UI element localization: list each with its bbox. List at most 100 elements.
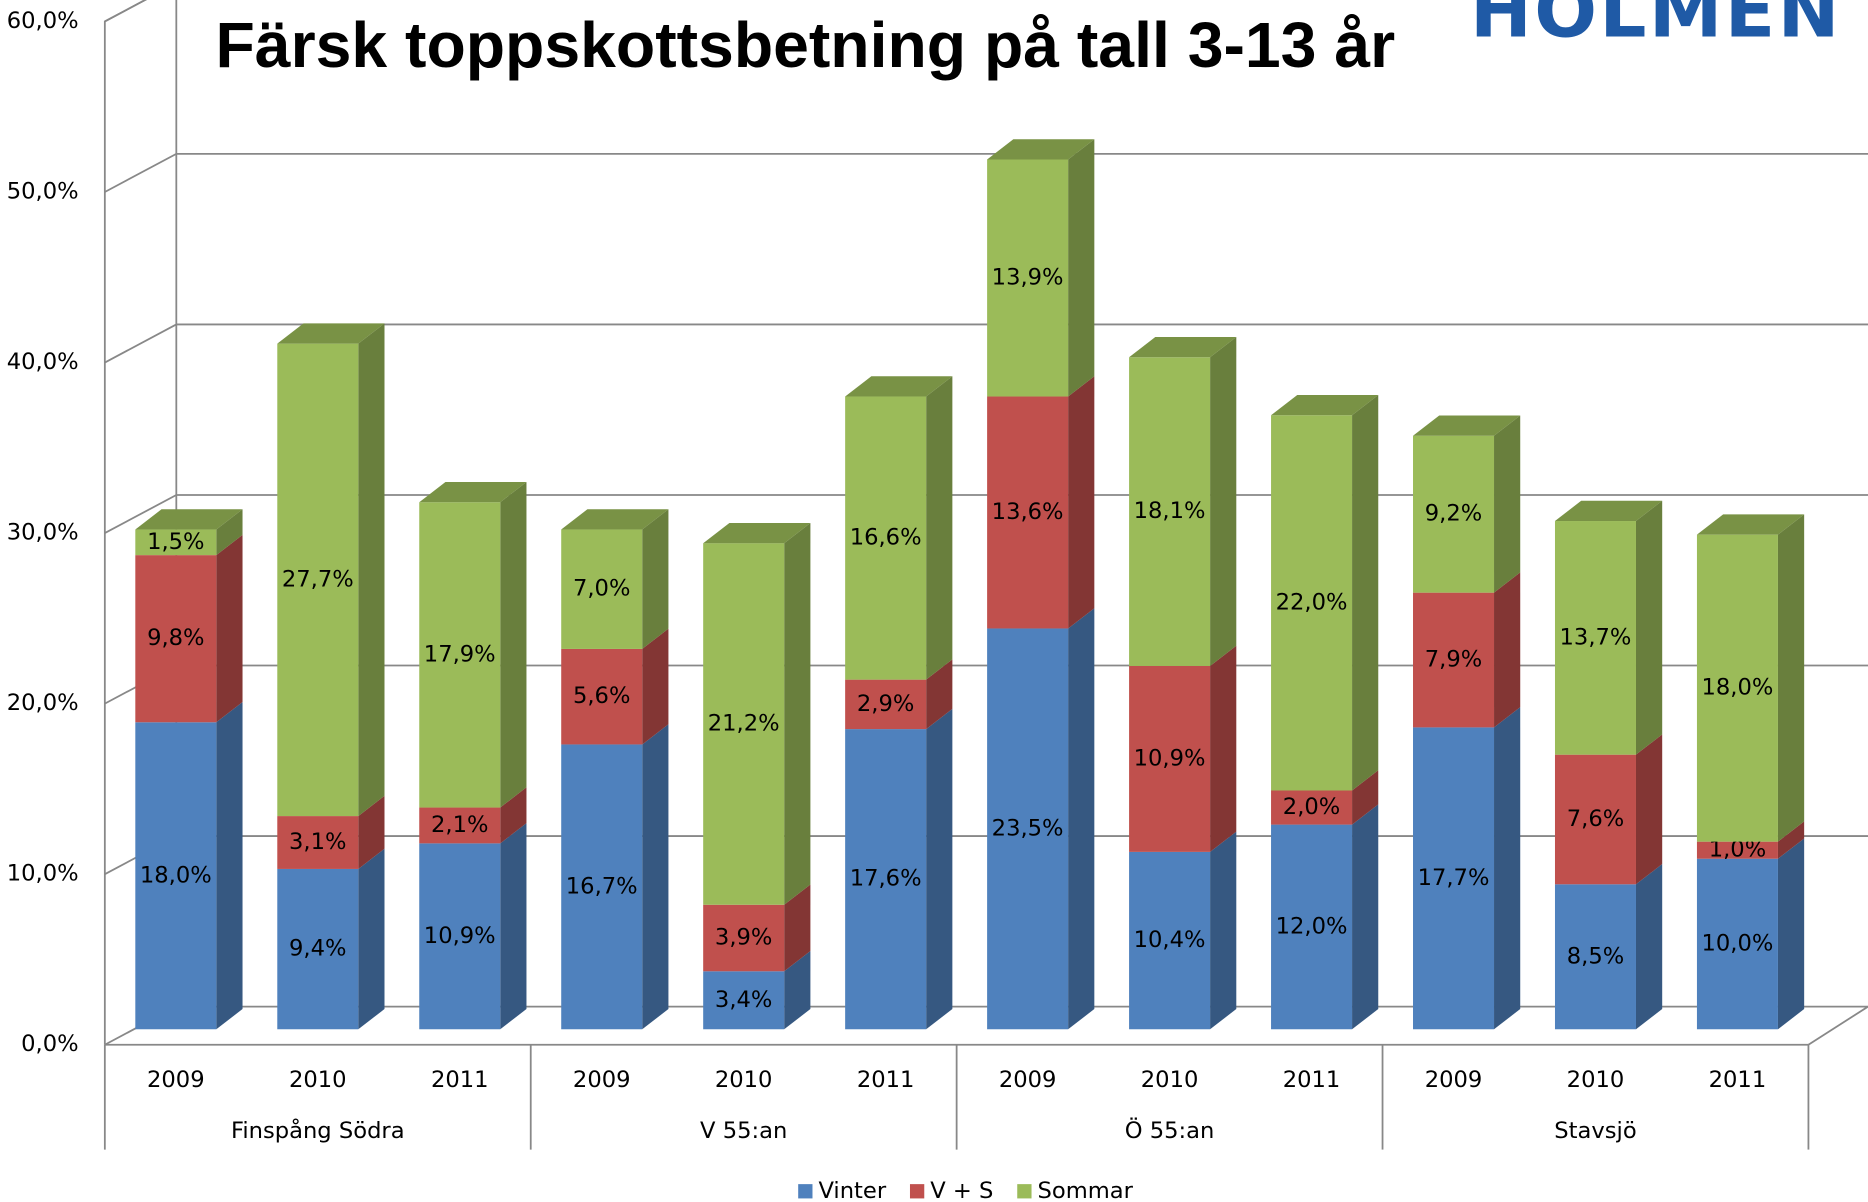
x-tick-label: 2010 (289, 1067, 347, 1093)
data-label: 12,0% (1276, 913, 1348, 939)
bar-side (500, 787, 527, 844)
bar-side (642, 628, 669, 745)
bar-side (642, 724, 669, 1030)
bar-side (1494, 707, 1521, 1030)
bar-top (277, 323, 385, 344)
group-label: V 55:an (700, 1118, 787, 1144)
bar-side (216, 534, 243, 723)
bar (419, 502, 501, 808)
bar-top (135, 509, 243, 530)
bar (135, 722, 217, 1030)
data-label: 17,6% (850, 866, 922, 892)
bar-top (845, 376, 953, 397)
bar-side (1210, 645, 1237, 852)
bar-top (419, 482, 527, 503)
bar (1271, 415, 1353, 791)
bar (135, 529, 217, 556)
x-tick-label: 2010 (1567, 1067, 1625, 1093)
bar-side (1352, 770, 1379, 825)
bar-side (1494, 572, 1521, 728)
data-label: 10,9% (1134, 745, 1206, 771)
bar-side (926, 376, 953, 680)
bar (561, 648, 643, 745)
x-tick-label: 2010 (715, 1067, 773, 1093)
bar (845, 679, 927, 730)
bar-side (1352, 395, 1379, 791)
bar (1696, 534, 1778, 842)
bar-top (1129, 337, 1237, 358)
bar-side (1494, 415, 1521, 593)
legend-swatch (798, 1184, 813, 1199)
bar-side (1777, 514, 1805, 842)
data-label: 9,8% (147, 625, 204, 651)
bar (1271, 790, 1353, 825)
bar-side (1777, 838, 1805, 1030)
bar-side (358, 795, 385, 869)
x-axis (1807, 1005, 1868, 1046)
bar (1554, 521, 1636, 755)
data-label: 22,0% (1276, 589, 1348, 615)
bar (419, 807, 501, 844)
grid-line (104, 0, 147, 23)
logo: HOLMEN (1470, 0, 1842, 55)
data-label: 17,7% (1418, 865, 1490, 891)
bar (1413, 727, 1495, 1030)
bar-side (1068, 139, 1095, 397)
y-tick-label: 40,0% (7, 349, 79, 375)
data-label: 18,0% (140, 862, 212, 888)
bar-side (1210, 337, 1237, 666)
data-label: 16,6% (850, 525, 922, 551)
y-tick-label: 0,0% (21, 1031, 78, 1057)
x-tick-label: 2009 (573, 1067, 631, 1093)
bar (987, 159, 1069, 397)
bar (1413, 592, 1495, 728)
bar (703, 543, 785, 905)
bar (845, 729, 927, 1030)
y-tick-label: 60,0% (7, 8, 79, 34)
bar-side (926, 659, 953, 730)
data-label: 10,9% (424, 923, 496, 949)
bar-side (926, 708, 953, 1030)
bar-top (987, 139, 1095, 160)
bar-side (1635, 734, 1663, 885)
data-label: 17,9% (424, 641, 496, 667)
data-label: 1,5% (147, 529, 204, 555)
bar (1129, 357, 1211, 666)
x-tick-label: 2009 (1425, 1067, 1483, 1093)
data-label: 5,6% (573, 683, 630, 709)
bar (987, 396, 1069, 629)
bar-top (1413, 415, 1521, 436)
bar-top (1554, 500, 1663, 522)
bar-top (1696, 514, 1805, 535)
data-label: 3,1% (289, 829, 346, 855)
data-label: 3,4% (715, 987, 772, 1013)
bar-side (1352, 804, 1379, 1030)
data-label: 16,7% (566, 873, 638, 899)
data-label: 8,5% (1567, 943, 1624, 969)
data-label: 27,7% (282, 566, 354, 592)
data-label: 23,5% (992, 815, 1064, 841)
x-tick-label: 2009 (147, 1067, 205, 1093)
x-tick-label: 2009 (999, 1067, 1057, 1093)
data-label: 2,0% (1283, 794, 1340, 820)
data-label: 7,0% (573, 576, 630, 602)
bar (135, 555, 217, 723)
data-label: 7,9% (1425, 647, 1482, 673)
data-label: 18,1% (1134, 498, 1206, 524)
bar (1696, 841, 1778, 859)
bar-side (784, 951, 811, 1030)
data-label: 18,0% (1702, 675, 1774, 701)
group-label: Finspång Södra (231, 1116, 405, 1144)
bar (419, 843, 501, 1030)
data-label: 3,9% (715, 925, 772, 951)
data-label: 13,9% (992, 264, 1064, 290)
bar (1129, 665, 1211, 852)
bar (1696, 858, 1778, 1030)
legend-swatch (1017, 1184, 1032, 1199)
bar-side (358, 323, 385, 817)
data-label: 7,6% (1567, 806, 1624, 832)
bar-side (1635, 864, 1663, 1030)
bar (561, 744, 643, 1030)
data-label: 9,4% (289, 936, 346, 962)
